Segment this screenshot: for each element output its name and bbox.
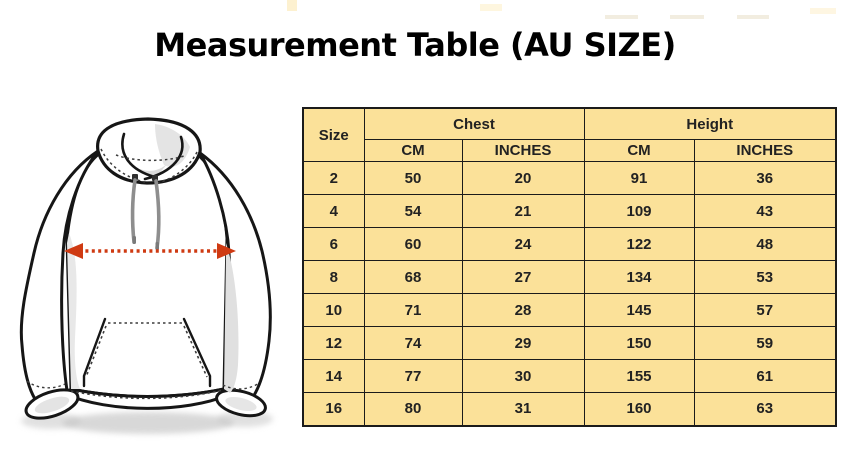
size-cell: 4 — [302, 194, 365, 228]
top-edge-artifact — [287, 0, 297, 11]
chest-inches-cell: 30 — [461, 359, 585, 393]
height-inches-cell: 57 — [693, 293, 837, 327]
height-cm-header: CM — [583, 139, 695, 162]
size-cell: 10 — [302, 293, 365, 327]
size-cell: 14 — [302, 359, 365, 393]
height-inches-cell: 59 — [693, 326, 837, 360]
size-cell: 16 — [302, 392, 365, 426]
chest-inches-header: INCHES — [461, 139, 585, 162]
table-row: 8 68 27 134 53 — [302, 260, 837, 294]
hoodie-illustration — [5, 93, 295, 465]
table-row: 12 74 29 150 59 — [302, 326, 837, 360]
top-edge-artifact — [480, 4, 502, 11]
size-column-header: Size — [302, 107, 365, 162]
stitch-lines — [26, 380, 260, 400]
height-inches-cell: 61 — [693, 359, 837, 393]
chest-cm-cell: 50 — [363, 161, 463, 195]
chest-cm-header: CM — [363, 139, 463, 162]
height-inches-header: INCHES — [693, 139, 837, 162]
height-cm-cell: 122 — [583, 227, 695, 261]
chest-cm-cell: 74 — [363, 326, 463, 360]
chest-inches-cell: 24 — [461, 227, 585, 261]
drawstrings — [130, 174, 161, 250]
size-cell: 6 — [302, 227, 365, 261]
chest-cm-cell: 71 — [363, 293, 463, 327]
table-row: 10 71 28 145 57 — [302, 293, 837, 327]
chest-cm-cell: 68 — [363, 260, 463, 294]
table-header-row: Size Chest Height — [302, 107, 837, 162]
height-cm-cell: 155 — [583, 359, 695, 393]
chest-cm-cell: 77 — [363, 359, 463, 393]
top-edge-artifact — [810, 8, 836, 14]
height-cm-cell: 150 — [583, 326, 695, 360]
chest-inches-cell: 31 — [461, 392, 585, 426]
table-row: 14 77 30 155 61 — [302, 359, 837, 393]
height-inches-cell: 53 — [693, 260, 837, 294]
hoodie-cuffs — [24, 388, 267, 420]
size-cell: 2 — [302, 161, 365, 195]
chest-cm-cell: 80 — [363, 392, 463, 426]
height-cm-cell: 134 — [583, 260, 695, 294]
kangaroo-pocket — [82, 317, 212, 388]
top-edge-artifact — [670, 15, 704, 19]
table-row: 4 54 21 109 43 — [302, 194, 837, 228]
chest-cm-cell: 60 — [363, 227, 463, 261]
chest-inches-cell: 21 — [461, 194, 585, 228]
height-cm-cell: 145 — [583, 293, 695, 327]
height-cm-cell: 109 — [583, 194, 695, 228]
chest-width-arrow — [64, 243, 236, 259]
chest-cm-cell: 54 — [363, 194, 463, 228]
hoodie-diagram — [19, 117, 273, 434]
table-row: 16 80 31 160 63 — [302, 392, 837, 426]
size-cell: 8 — [302, 260, 365, 294]
chest-group-header: Chest — [363, 107, 585, 140]
size-cell: 12 — [302, 326, 365, 360]
fabric-shading — [67, 233, 239, 393]
height-inches-cell: 63 — [693, 392, 837, 426]
hoodie-torso — [63, 151, 230, 410]
chest-inches-cell: 29 — [461, 326, 585, 360]
hoodie-hood — [96, 117, 202, 185]
table-row: 6 60 24 122 48 — [302, 227, 837, 261]
measurement-table: Size Chest Height CM INCHES CM INCHES 2 … — [302, 107, 838, 427]
height-cm-cell: 91 — [583, 161, 695, 195]
chest-inches-cell: 27 — [461, 260, 585, 294]
top-edge-artifact — [737, 15, 769, 19]
height-inches-cell: 36 — [693, 161, 837, 195]
height-group-header: Height — [583, 107, 837, 140]
height-inches-cell: 43 — [693, 194, 837, 228]
table-subheader-row: CM INCHES CM INCHES — [303, 139, 837, 162]
height-cm-cell: 160 — [583, 392, 695, 426]
top-edge-artifact — [605, 15, 638, 19]
table-row: 2 50 20 91 36 — [302, 161, 837, 195]
chest-inches-cell: 28 — [461, 293, 585, 327]
chest-inches-cell: 20 — [461, 161, 585, 195]
height-inches-cell: 48 — [693, 227, 837, 261]
page-title: Measurement Table (AU SIZE) — [154, 26, 676, 64]
